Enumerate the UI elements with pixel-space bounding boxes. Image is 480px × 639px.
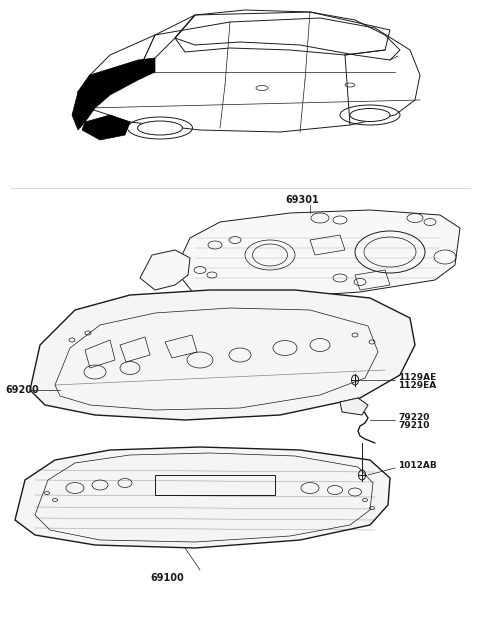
Polygon shape <box>340 398 368 415</box>
Polygon shape <box>140 250 190 290</box>
Polygon shape <box>175 210 460 298</box>
Text: 69301: 69301 <box>285 195 319 205</box>
Polygon shape <box>30 290 415 420</box>
Text: 1129AE: 1129AE <box>398 373 436 381</box>
Polygon shape <box>72 58 155 130</box>
Polygon shape <box>82 115 130 140</box>
Text: 69200: 69200 <box>5 385 39 395</box>
Ellipse shape <box>350 109 390 121</box>
Ellipse shape <box>137 121 182 135</box>
Text: 79210: 79210 <box>398 422 430 431</box>
Text: 1129EA: 1129EA <box>398 381 436 390</box>
Text: 1012AB: 1012AB <box>398 461 437 470</box>
Text: 79220: 79220 <box>398 413 430 422</box>
Polygon shape <box>15 447 390 548</box>
Text: 69100: 69100 <box>150 573 184 583</box>
